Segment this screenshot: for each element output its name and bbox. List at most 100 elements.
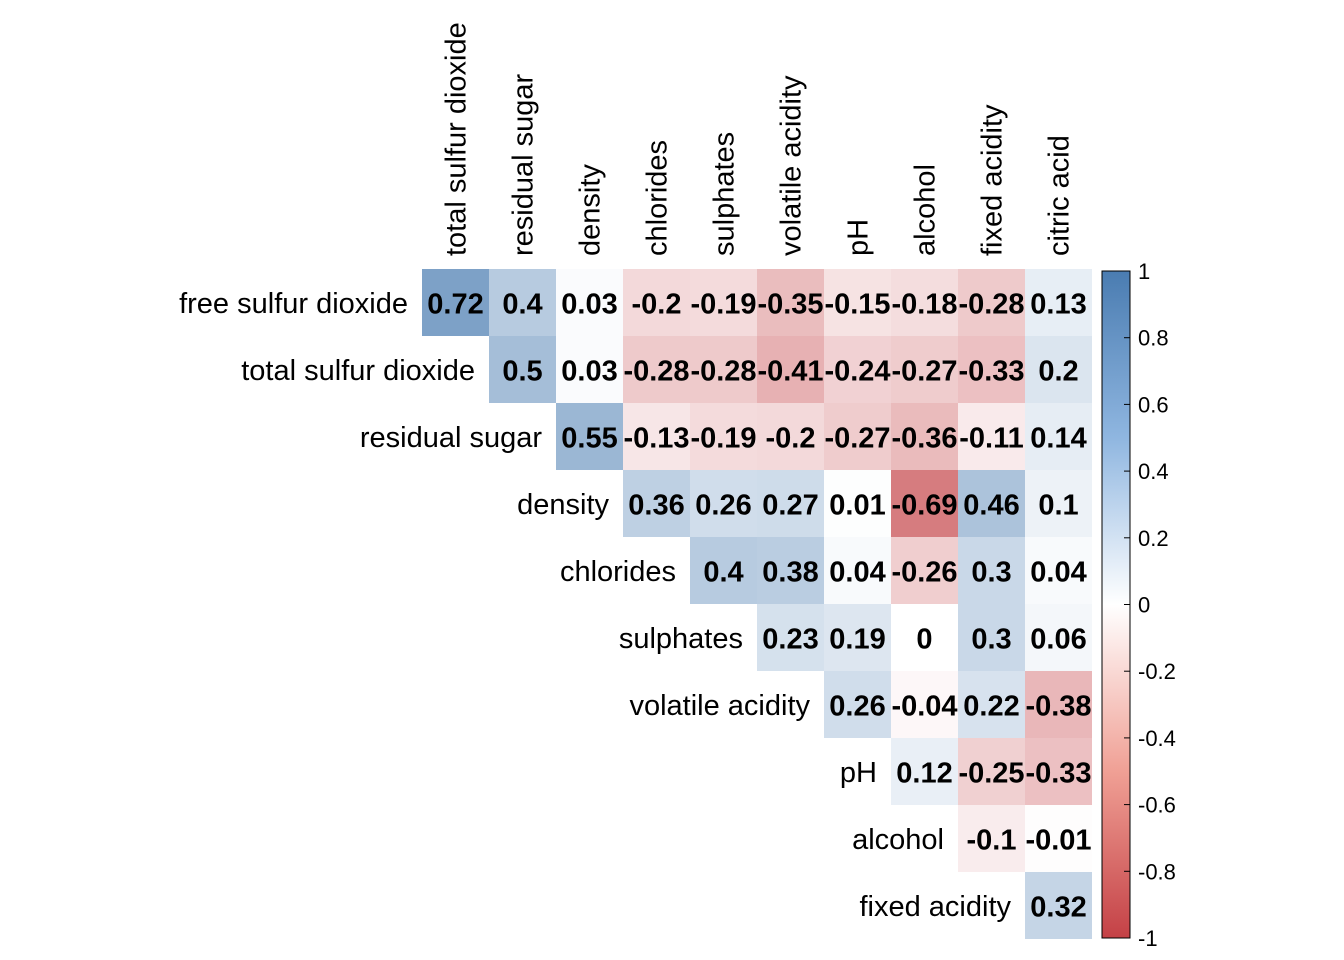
cell-residual-sugar-fixed-acidity (958, 403, 1025, 470)
cell-residual-sugar-ph (824, 403, 891, 470)
row-label-density: density (517, 489, 609, 521)
row-label-chlorides: chlorides (560, 556, 676, 588)
cell-sulphates-volatile-acidity (757, 604, 824, 671)
cell-value-label: -0.04 (891, 691, 957, 723)
cell-ph-citric-acid (1025, 738, 1092, 805)
cell-value-label: -0.28 (958, 289, 1024, 321)
cell-value-label: -0.28 (690, 356, 756, 388)
cell-value-label: -0.28 (623, 356, 689, 388)
cell-value-label: -0.38 (1025, 691, 1091, 723)
cell-value-label: 0.46 (963, 490, 1019, 522)
row-label-free-sulfur-dioxide: free sulfur dioxide (179, 288, 408, 320)
cell-value-label: 0.12 (896, 758, 952, 790)
row-label-ph: pH (840, 757, 877, 789)
cell-value-label: 0.23 (762, 624, 818, 656)
cell-total-sulfur-dioxide-residual-sugar (489, 336, 556, 403)
row-label-fixed-acidity: fixed acidity (859, 891, 1011, 923)
cell-value-label: -0.33 (958, 356, 1024, 388)
cell-density-ph (824, 470, 891, 537)
row-label-sulphates: sulphates (619, 623, 743, 655)
cell-total-sulfur-dioxide-fixed-acidity (958, 336, 1025, 403)
cell-residual-sugar-density (556, 403, 623, 470)
column-label-citric-acid: citric acid (1044, 135, 1076, 256)
cell-free-sulfur-dioxide-chlorides (623, 269, 690, 336)
cell-density-fixed-acidity (958, 470, 1025, 537)
cell-free-sulfur-dioxide-density (556, 269, 623, 336)
cell-value-label: 0.26 (829, 691, 885, 723)
cell-volatile-acidity-ph (824, 671, 891, 738)
cell-alcohol-citric-acid (1025, 805, 1092, 872)
cell-value-label: -0.27 (824, 423, 890, 455)
cell-density-citric-acid (1025, 470, 1092, 537)
colorbar-tick-label: -1 (1138, 926, 1158, 951)
cell-value-label: -0.11 (959, 423, 1024, 455)
cell-value-label: 0.26 (695, 490, 751, 522)
column-label-total-sulfur-dioxide: total sulfur dioxide (441, 22, 473, 256)
cell-value-label: -0.35 (757, 289, 823, 321)
heatmap-cell-labels: 0.72 0.4 0.03 -0.2 -0.19 -0.35 -0.15 -0.18 -0.28… (427, 289, 1091, 924)
cell-value-label: 0.19 (829, 624, 885, 656)
cell-value-label: 0.3 (971, 557, 1011, 589)
cell-value-label: 0.72 (427, 289, 483, 321)
colorbar-tick-label: 1 (1138, 259, 1150, 284)
cell-value-label: 0.32 (1030, 892, 1086, 924)
cell-value-label: 0.1 (1038, 490, 1078, 522)
cell-alcohol-fixed-acidity (958, 805, 1025, 872)
cell-value-label: -0.15 (824, 289, 890, 321)
colorbar-tick-label: 0.8 (1138, 326, 1169, 351)
cell-value-label: -0.19 (690, 289, 756, 321)
cell-value-label: 0.55 (561, 423, 617, 455)
cell-fixed-acidity-citric-acid (1025, 872, 1092, 939)
cell-value-label: 0.13 (1030, 289, 1086, 321)
cell-value-label: -0.41 (757, 356, 823, 388)
cell-chlorides-ph (824, 537, 891, 604)
cell-total-sulfur-dioxide-citric-acid (1025, 336, 1092, 403)
cell-value-label: 0.5 (502, 356, 542, 388)
cell-value-label: -0.2 (632, 289, 682, 321)
colorbar-tick-label: -0.8 (1138, 859, 1176, 884)
cell-free-sulfur-dioxide-residual-sugar (489, 269, 556, 336)
cell-sulphates-fixed-acidity (958, 604, 1025, 671)
cell-density-sulphates (690, 470, 757, 537)
cell-value-label: 0.06 (1030, 624, 1086, 656)
cell-total-sulfur-dioxide-density (556, 336, 623, 403)
cell-value-label: 0 (916, 624, 932, 656)
row-labels: free sulfur dioxide total sulfur dioxide r… (179, 288, 1011, 923)
column-label-residual-sugar: residual sugar (508, 74, 540, 256)
cell-density-alcohol (891, 470, 958, 537)
colorbar-tick-label: 0.6 (1138, 392, 1169, 417)
cell-value-label: 0.38 (762, 557, 818, 589)
colorbar-tick-label: -0.2 (1138, 659, 1176, 684)
cell-volatile-acidity-alcohol (891, 671, 958, 738)
cell-chlorides-sulphates (690, 537, 757, 604)
cell-value-label: -0.18 (891, 289, 957, 321)
cell-ph-alcohol (891, 738, 958, 805)
cell-value-label: -0.01 (1025, 825, 1091, 857)
colorbar-tick-label: -0.6 (1138, 793, 1176, 818)
cell-free-sulfur-dioxide-volatile-acidity (757, 269, 824, 336)
cell-value-label: 0.01 (829, 490, 885, 522)
column-label-alcohol: alcohol (910, 164, 942, 256)
cell-chlorides-volatile-acidity (757, 537, 824, 604)
cell-value-label: -0.13 (623, 423, 689, 455)
cell-value-label: 0.04 (1030, 557, 1086, 589)
cell-sulphates-citric-acid (1025, 604, 1092, 671)
column-label-sulphates: sulphates (709, 132, 741, 256)
cell-value-label: 0.2 (1038, 356, 1078, 388)
cell-free-sulfur-dioxide-alcohol (891, 269, 958, 336)
cell-value-label: 0.36 (628, 490, 684, 522)
cell-chlorides-fixed-acidity (958, 537, 1025, 604)
cell-free-sulfur-dioxide-sulphates (690, 269, 757, 336)
cell-value-label: 0.14 (1030, 423, 1086, 455)
cell-free-sulfur-dioxide-ph (824, 269, 891, 336)
cell-density-chlorides (623, 470, 690, 537)
column-label-fixed-acidity: fixed acidity (977, 104, 1009, 256)
cell-value-label: -0.25 (958, 758, 1024, 790)
cell-residual-sugar-citric-acid (1025, 403, 1092, 470)
cell-value-label: -0.69 (891, 490, 957, 522)
colorbar-tick-label: 0.4 (1138, 459, 1169, 484)
cell-residual-sugar-alcohol (891, 403, 958, 470)
column-label-density: density (575, 164, 607, 256)
